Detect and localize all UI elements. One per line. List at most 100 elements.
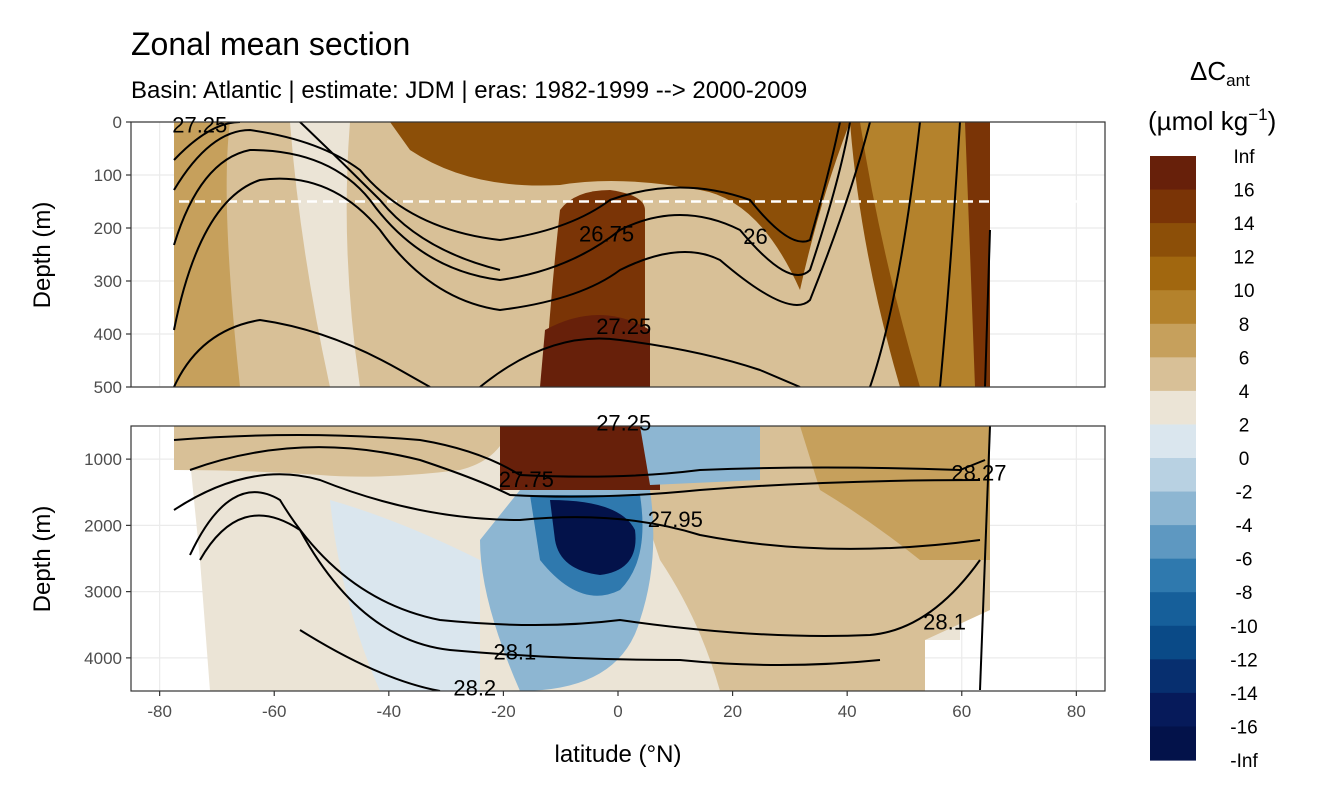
legend-label: 2	[1239, 415, 1250, 436]
legend: ΔCant (µmol kg−1) Inf 16 14 12 10 8 6 4 2 0 -2 -4 -6…	[1148, 56, 1276, 772]
lower-panel-field	[173, 426, 991, 691]
lower-field-upper-west	[174, 426, 510, 477]
upper-panel: 27.25 26.75 26 27.25	[130, 113, 1106, 388]
legend-label: -Inf	[1230, 751, 1258, 772]
legend-label: -2	[1236, 483, 1253, 504]
legend-swatch	[1150, 323, 1196, 358]
x-axis: -80 -60 -40 -20 0 20 40 60 80	[147, 691, 1086, 721]
legend-swatch	[1150, 558, 1196, 593]
legend-title: ΔCant	[1190, 56, 1250, 90]
lower-panel: 27.25 27.75 27.95 28.1 28.2 28.1 28.27	[130, 411, 1106, 701]
upper-y-axis-title: Depth (m)	[29, 202, 56, 309]
legend-unit: (µmol kg−1)	[1148, 105, 1276, 136]
chart-title: Zonal mean section	[131, 26, 410, 62]
legend-swatch	[1150, 726, 1196, 761]
lower-field-blue-ne	[640, 426, 760, 485]
legend-label: -10	[1230, 617, 1257, 638]
legend-swatch	[1150, 592, 1196, 627]
x-tick-label: 20	[723, 702, 742, 721]
contour-label: 28.2	[453, 676, 496, 701]
contour-label: 28.1	[493, 639, 536, 664]
upper-field-eq-deep	[540, 315, 650, 387]
y-tick-label: 1000	[84, 450, 122, 469]
legend-label: -8	[1236, 583, 1253, 604]
lower-field-blue-west	[330, 500, 480, 691]
x-tick-label: 40	[838, 702, 857, 721]
lower-contours	[173, 426, 991, 691]
legend-unit-close: )	[1268, 106, 1277, 136]
legend-labels: Inf 16 14 12 10 8 6 4 2 0 -2 -4 -6 -8 -10 -12 -14 -16 -Inf	[1230, 147, 1258, 772]
legend-label: 14	[1233, 214, 1255, 235]
legend-swatch	[1150, 491, 1196, 526]
legend-swatch	[1150, 390, 1196, 426]
x-tick-label: -60	[262, 702, 287, 721]
x-tick-label: -80	[147, 702, 172, 721]
legend-label: Inf	[1233, 147, 1255, 168]
contour-label: 28.27	[951, 460, 1006, 485]
y-tick-label: 0	[113, 113, 122, 132]
upper-field-north	[820, 122, 990, 387]
x-tick-label: 0	[613, 702, 622, 721]
legend-swatch	[1150, 189, 1196, 224]
lower-y-axis-title: Depth (m)	[29, 506, 56, 613]
contour-label: 27.95	[648, 507, 703, 532]
contour-label: 27.25	[172, 113, 227, 138]
legend-colorbar	[1150, 156, 1196, 761]
legend-label: -14	[1230, 684, 1258, 705]
contour-label: 27.25	[596, 314, 651, 339]
legend-swatch	[1150, 424, 1196, 459]
y-tick-label: 400	[94, 325, 122, 344]
contour-label: 28.1	[923, 609, 966, 634]
legend-swatch	[1150, 357, 1196, 392]
legend-swatch	[1150, 290, 1196, 325]
y-tick-label: 3000	[84, 583, 122, 602]
upper-y-axis: 0 100 200 300 400 500	[94, 113, 131, 397]
contour-label: 27.75	[499, 467, 554, 492]
x-tick-label: -20	[491, 702, 516, 721]
upper-contour-labels: 27.25 26.75 26 27.25	[172, 113, 768, 339]
legend-swatch	[1150, 223, 1196, 258]
legend-swatch	[1150, 256, 1196, 291]
y-tick-label: 2000	[84, 516, 122, 535]
legend-title-main: ΔC	[1190, 56, 1226, 86]
legend-label: 12	[1233, 248, 1254, 269]
legend-label: 4	[1239, 382, 1250, 403]
upper-contours	[173, 122, 991, 387]
legend-unit-main: (µmol kg	[1148, 106, 1248, 136]
y-tick-label: 100	[94, 166, 122, 185]
y-tick-label: 300	[94, 272, 122, 291]
chart-subtitle: Basin: Atlantic | estimate: JDM | eras: …	[131, 77, 807, 104]
legend-title-sub: ant	[1226, 71, 1250, 90]
legend-swatch	[1150, 156, 1196, 191]
legend-label: 10	[1233, 281, 1254, 302]
legend-label: 8	[1239, 315, 1250, 336]
x-tick-label: 60	[952, 702, 971, 721]
x-tick-label: 80	[1067, 702, 1086, 721]
lower-contour-labels: 27.25 27.75 27.95 28.1 28.2 28.1 28.27	[453, 411, 1006, 701]
legend-label: 6	[1239, 348, 1250, 369]
upper-panel-field	[131, 122, 1105, 387]
upper-field-light-band	[290, 122, 360, 387]
upper-field-south	[174, 122, 240, 387]
lower-field-northeast	[800, 426, 990, 560]
upper-field-north-edge	[965, 122, 990, 387]
x-axis-title: latitude (°N)	[555, 741, 682, 768]
contour-label: 26.75	[579, 221, 634, 246]
y-tick-label: 4000	[84, 649, 122, 668]
x-tick-label: -40	[377, 702, 402, 721]
legend-label: -6	[1236, 550, 1253, 571]
legend-swatch	[1150, 458, 1196, 493]
legend-swatch	[1150, 692, 1196, 728]
legend-label: 16	[1233, 181, 1254, 202]
legend-label: -12	[1230, 650, 1257, 671]
legend-swatch	[1150, 625, 1196, 660]
contour-label: 27.25	[596, 411, 651, 436]
lower-y-axis: 1000 2000 3000 4000	[84, 450, 131, 668]
legend-unit-exp: −1	[1248, 105, 1267, 124]
contour-label: 26	[743, 224, 767, 249]
y-tick-label: 200	[94, 219, 122, 238]
y-tick-label: 500	[94, 378, 122, 397]
legend-swatch	[1150, 659, 1196, 694]
legend-label: -4	[1236, 516, 1253, 537]
